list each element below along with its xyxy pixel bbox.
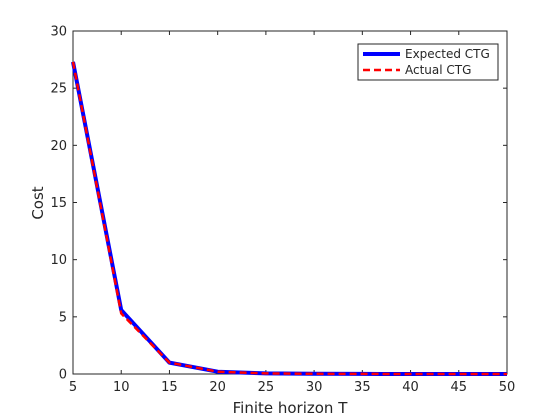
legend-label-0: Expected CTG — [405, 47, 490, 61]
x-tick-label-0: 5 — [69, 380, 77, 395]
x-tick-label-3: 20 — [209, 380, 226, 395]
y-tick-label-0: 0 — [59, 368, 67, 383]
y-axis-label: Cost — [29, 186, 47, 219]
legend-label-1: Actual CTG — [405, 63, 471, 77]
y-tick-label-2: 10 — [50, 253, 67, 268]
y-tick-label-3: 15 — [50, 196, 67, 211]
series-lines — [71, 61, 507, 376]
x-axis-label: Finite horizon T — [233, 399, 349, 417]
y-tick-label-1: 5 — [59, 310, 67, 325]
y-tick-label-6: 30 — [50, 25, 67, 40]
x-tick-label-5: 30 — [306, 380, 323, 395]
plot-area — [72, 30, 508, 375]
legend: Expected CTG Actual CTG — [357, 43, 499, 81]
x-tick-label-6: 35 — [354, 380, 371, 395]
y-tick-label-5: 25 — [50, 82, 67, 97]
y-tick-label-4: 20 — [50, 139, 67, 154]
x-tick-label-8: 45 — [451, 380, 468, 395]
x-tick-label-1: 10 — [113, 380, 130, 395]
x-tick-label-2: 15 — [161, 380, 178, 395]
x-tick-label-7: 40 — [402, 380, 419, 395]
legend-box — [357, 43, 499, 81]
x-tick-label-9: 50 — [499, 380, 516, 395]
series-line-1 — [71, 61, 507, 376]
x-tick-label-4: 25 — [258, 380, 275, 395]
